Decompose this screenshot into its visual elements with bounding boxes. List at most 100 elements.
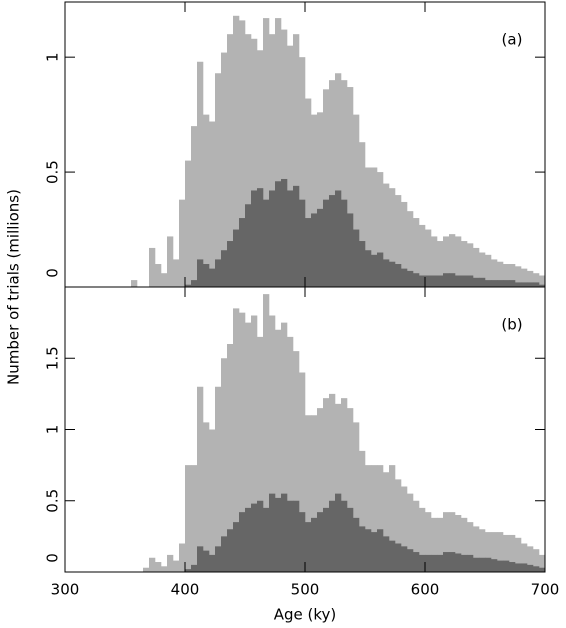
histogram-bar xyxy=(203,264,210,287)
histogram-bar xyxy=(443,552,450,572)
histogram-bar xyxy=(329,80,336,287)
histogram-bar xyxy=(431,517,438,572)
x-tick-label: 400 xyxy=(171,581,200,599)
histogram-bar xyxy=(359,241,366,287)
x-tick-label: 500 xyxy=(291,581,320,599)
histogram-bar xyxy=(341,199,348,287)
histogram-bar xyxy=(299,199,306,287)
histogram-bar xyxy=(341,398,348,572)
histogram-bar xyxy=(305,415,312,572)
histogram-bar xyxy=(467,522,474,572)
histogram-bar xyxy=(413,552,420,572)
histogram-bar xyxy=(467,243,474,287)
histogram-bar xyxy=(425,275,432,287)
panel-annotation: (a) xyxy=(502,31,523,49)
histogram-bar xyxy=(413,500,420,572)
histogram-bar xyxy=(425,512,432,572)
y-tick-label: 1.5 xyxy=(44,346,62,370)
histogram-bar xyxy=(335,190,342,287)
histogram-bar xyxy=(353,114,360,287)
histogram-bar xyxy=(263,18,270,287)
histogram-bar xyxy=(449,234,456,287)
histogram-bar xyxy=(269,493,276,572)
histogram-bar xyxy=(269,315,276,572)
histogram-bar xyxy=(413,273,420,287)
histogram-bar xyxy=(353,229,360,287)
histogram-bar xyxy=(395,195,402,287)
histogram-bar xyxy=(263,199,270,287)
histogram-bar xyxy=(317,208,324,287)
histogram-bar xyxy=(203,422,210,572)
histogram-bar xyxy=(209,268,216,287)
histogram-bar xyxy=(431,554,438,572)
histogram-bar xyxy=(407,270,414,287)
histogram-bar xyxy=(179,199,186,287)
histogram-bar xyxy=(185,569,192,572)
histogram-bar xyxy=(491,532,498,572)
histogram-bar xyxy=(317,408,324,572)
histogram-bar xyxy=(263,294,270,572)
histogram-bar xyxy=(437,275,444,287)
histogram-bar xyxy=(323,507,330,572)
histogram-bar xyxy=(377,252,384,287)
histogram-bar xyxy=(293,34,300,288)
histogram-bar xyxy=(305,218,312,287)
histogram-bar xyxy=(437,517,444,572)
histogram-bar xyxy=(287,336,294,572)
y-tick-label: 1 xyxy=(44,425,62,435)
histogram-bar xyxy=(479,529,486,572)
histogram-bar xyxy=(167,554,174,572)
histogram-bar xyxy=(191,280,198,287)
histogram-bar xyxy=(347,507,354,572)
histogram-bar xyxy=(287,190,294,287)
histogram-bar xyxy=(365,465,372,572)
histogram-bar xyxy=(443,236,450,287)
histogram-bar xyxy=(197,259,204,287)
histogram-bar xyxy=(215,259,222,287)
y-tick-label: 1 xyxy=(44,52,62,62)
histogram-bar xyxy=(443,512,450,572)
histogram-bar xyxy=(215,386,222,572)
histogram-bar xyxy=(209,121,216,287)
histogram-bar xyxy=(311,114,318,287)
histogram-bar xyxy=(299,57,306,288)
histogram-bar xyxy=(149,247,156,287)
histogram-bar xyxy=(521,268,528,287)
histogram-bar xyxy=(533,282,540,287)
x-tick-label: 600 xyxy=(411,581,440,599)
histogram-bar xyxy=(221,536,228,572)
histogram-bar xyxy=(377,465,384,572)
histogram-bar xyxy=(533,566,540,572)
histogram-bar xyxy=(383,259,390,287)
histogram-bar xyxy=(281,29,288,287)
histogram-bar xyxy=(269,34,276,288)
histogram-bar xyxy=(131,280,138,287)
histogram-bar xyxy=(161,566,168,572)
histogram-bar xyxy=(395,264,402,287)
histogram-bar xyxy=(191,465,198,572)
histogram-bar xyxy=(221,358,228,572)
histogram-bar xyxy=(359,142,366,287)
histogram-bar xyxy=(263,507,270,572)
histogram-bar xyxy=(497,532,504,572)
histogram-bar xyxy=(521,543,528,572)
histogram-bar xyxy=(389,465,396,572)
histogram-bar xyxy=(227,34,234,288)
histogram-bar xyxy=(191,564,198,572)
histogram-bar xyxy=(407,493,414,572)
histogram-bar xyxy=(335,493,342,572)
histogram-bar xyxy=(197,61,204,288)
histogram-bar xyxy=(329,393,336,572)
histogram-bar xyxy=(539,554,546,572)
histogram-bar xyxy=(299,372,306,572)
histogram-bar xyxy=(335,73,342,287)
histogram-bar xyxy=(257,500,264,572)
histogram-bar xyxy=(329,500,336,572)
histogram-bar xyxy=(407,211,414,287)
histogram-bar xyxy=(335,403,342,572)
histogram-bar xyxy=(287,45,294,287)
histogram-bar xyxy=(257,336,264,572)
histogram-bar xyxy=(539,567,546,572)
histogram-bar xyxy=(503,280,510,287)
histogram-bar xyxy=(515,282,522,287)
